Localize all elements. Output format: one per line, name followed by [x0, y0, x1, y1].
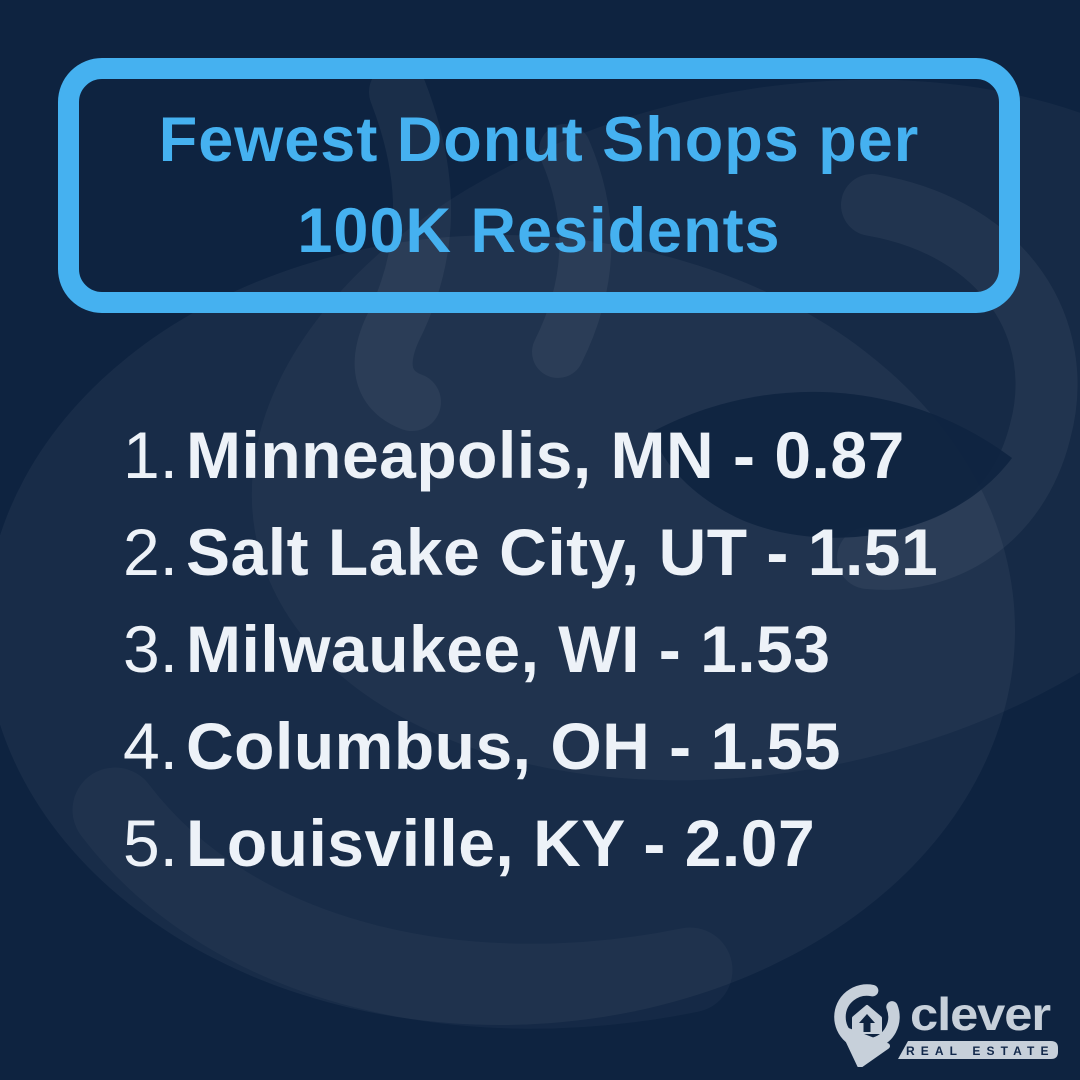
- c-ring: [834, 984, 900, 1050]
- watermark-hole-crescent: [652, 391, 1012, 538]
- badge-label: REAL ESTATE: [906, 1044, 1052, 1058]
- real-estate-badge: REAL ESTATE: [898, 1041, 1058, 1059]
- ranking-list: 1. Minneapolis, MN - 0.87 2. Salt Lake C…: [114, 406, 938, 891]
- list-item: 5. Louisville, KY - 2.07: [114, 794, 938, 891]
- house-arrow: [859, 1014, 875, 1032]
- rank-number: 2.: [122, 514, 178, 589]
- watermark-hook-curl: [837, 174, 1078, 590]
- badge-pill: [898, 1041, 1058, 1059]
- clever-wordmark: clever: [910, 988, 1051, 1040]
- house-icon: [852, 1005, 882, 1034]
- title-box: Fewest Donut Shops per 100K Residents: [58, 58, 1020, 313]
- list-item: 4. Columbus, OH - 1.55: [114, 697, 938, 794]
- clever-logomark-icon: [834, 984, 900, 1067]
- clever-logo: clever REAL ESTATE: [834, 984, 1058, 1067]
- rank-label: Columbus, OH - 1.55: [186, 708, 841, 783]
- watermark-steam-right: [532, 124, 612, 378]
- rank-label: Louisville, KY - 2.07: [186, 805, 816, 880]
- rank-number: 3.: [122, 611, 178, 686]
- rank-number: 5.: [122, 805, 178, 880]
- list-item: 2. Salt Lake City, UT - 1.51: [114, 503, 938, 600]
- rank-label: Milwaukee, WI - 1.53: [186, 611, 831, 686]
- rank-number: 1.: [122, 417, 178, 492]
- rank-label: Salt Lake City, UT - 1.51: [186, 514, 939, 589]
- list-item: 3. Milwaukee, WI - 1.53: [114, 600, 938, 697]
- rank-label: Minneapolis, MN - 0.87: [186, 417, 905, 492]
- list-item: 1. Minneapolis, MN - 0.87: [114, 406, 938, 503]
- title-line-1: Fewest Donut Shops per: [158, 104, 920, 175]
- title-line-2: 100K Residents: [297, 195, 781, 266]
- rank-number: 4.: [122, 708, 178, 783]
